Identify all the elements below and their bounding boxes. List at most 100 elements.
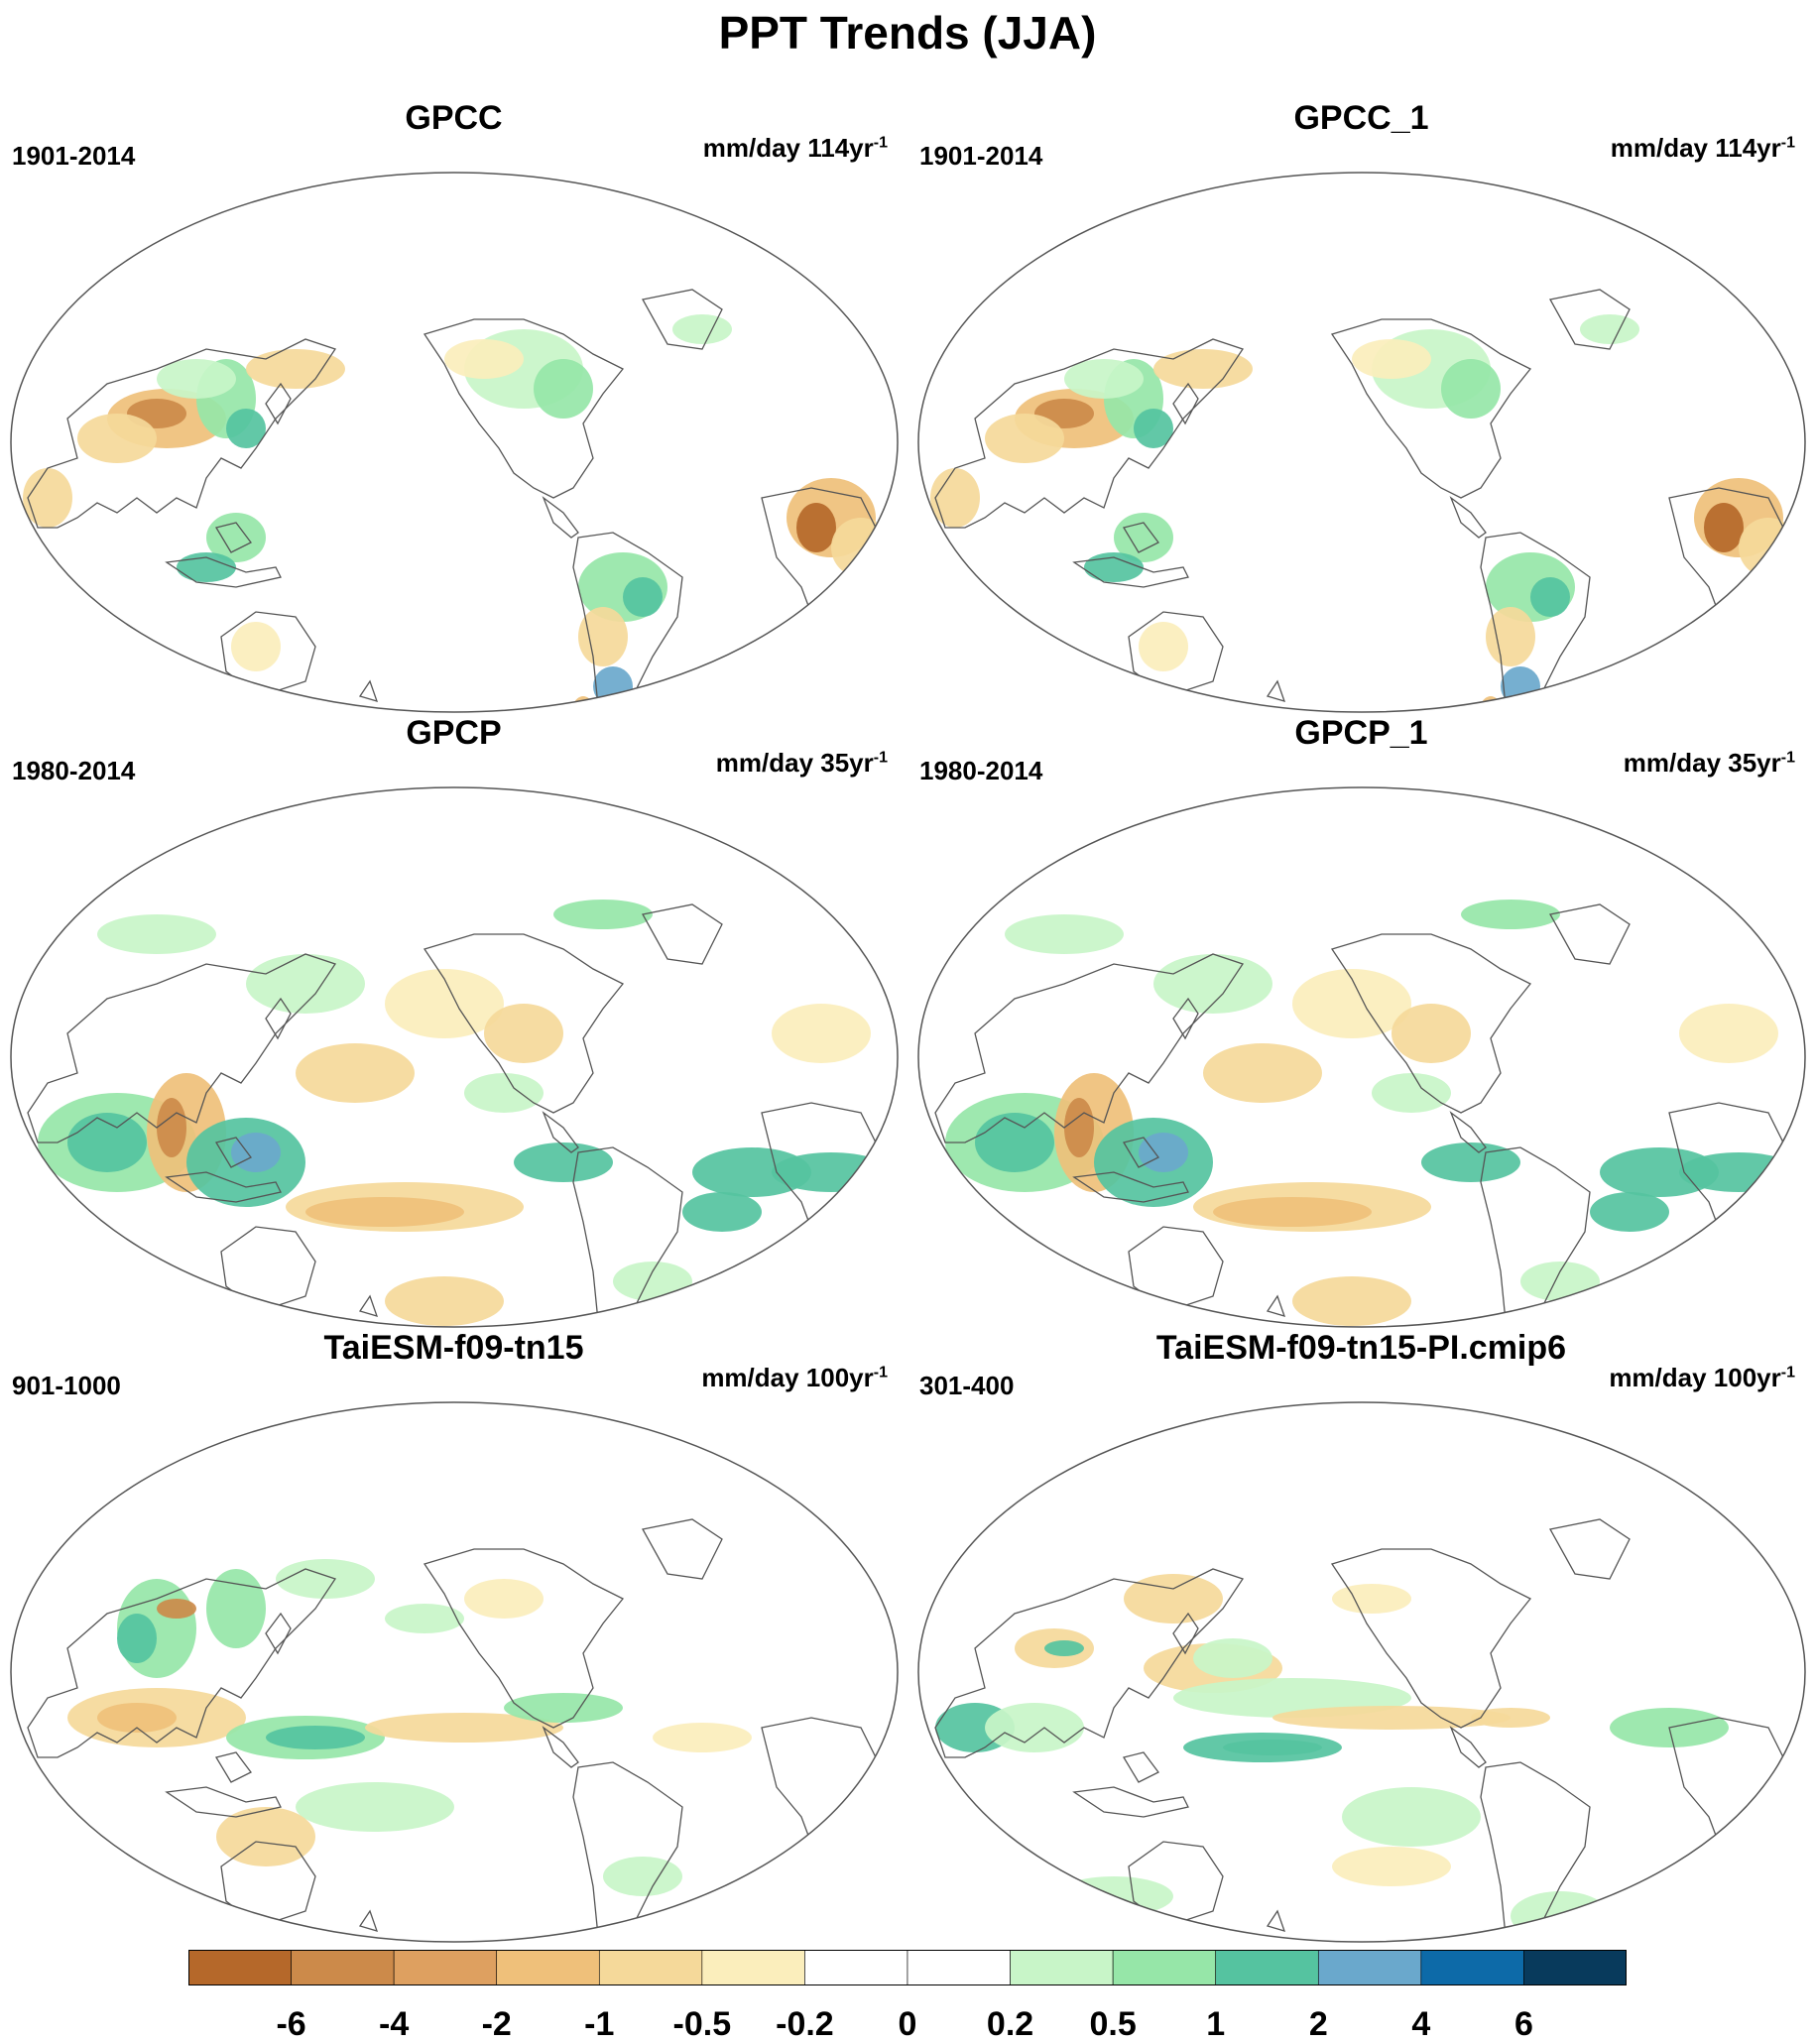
coastline [1548,1518,1631,1580]
colorbar-tick-label: 6 [1513,2005,1533,2043]
anomaly-area [1139,622,1188,671]
coastline [1122,1137,1159,1168]
coastline [165,1786,282,1818]
map-panel: GPCP_1 1980-2014 mm/day 35yr-1 [908,714,1815,1329]
anomaly-area [534,359,593,419]
colorbar-tick-label: -0.2 [776,2005,834,2043]
anomaly-area [1064,1098,1094,1157]
anomaly-area [553,900,653,929]
anomaly-area [1114,513,1173,562]
anomaly-area [985,1703,1084,1752]
coastline [542,496,579,539]
world-map [917,786,1806,1328]
anomaly-area [514,1142,613,1182]
anomaly-area [1471,1708,1550,1728]
anomaly-area [296,1043,415,1103]
anomaly-area [1461,900,1560,929]
anomaly-area [1679,1004,1778,1063]
anomaly-area [305,1197,464,1227]
coastline [358,1909,379,1932]
coastline [934,1568,1245,1758]
coastline [1330,318,1532,499]
colorbar-swatch [496,1950,600,1985]
anomaly-area [1153,954,1272,1014]
coastline [423,933,625,1114]
anomaly-area [97,914,216,954]
coastline [1449,1111,1487,1153]
colorbar-swatch [393,1950,498,1985]
panel-title: GPCP_1 [1294,714,1428,752]
world-map [10,1401,899,1943]
coastline [572,532,683,712]
anomaly-area [266,1726,365,1749]
anomaly-area [1292,1276,1411,1326]
anomaly-area [365,1713,563,1743]
anomaly-area [444,339,524,379]
anomaly-area [296,1782,454,1832]
anomaly-area [464,1579,544,1619]
anomaly-area [1392,1004,1471,1063]
anomaly-area [226,409,266,448]
anomaly-area [1272,1706,1511,1730]
coastline [572,1146,683,1327]
anomaly-area [1193,1638,1272,1678]
panel-period: 1901-2014 [919,141,1043,171]
coastline [1548,903,1631,965]
figure-title: PPT Trends (JJA) [718,7,1097,59]
anomaly-area [206,513,266,562]
map-border [10,172,899,713]
anomaly-area [206,1569,266,1648]
colorbar-swatch [907,1950,1011,1985]
panel-units: mm/day 100yr-1 [701,1363,888,1392]
anomaly-area [246,349,345,389]
anomaly-area [593,666,633,706]
colorbar-swatch [291,1950,395,1985]
panel-units: mm/day 35yr-1 [1623,748,1795,778]
colorbar-tick-label: -0.5 [672,2005,732,2043]
coastline [641,289,723,350]
anomaly-area [385,1276,504,1326]
colorbar-swatch [701,1950,805,1985]
anomaly-area [1511,1891,1610,1941]
anomaly-area [965,1257,1064,1306]
colorbar-swatch [804,1950,908,1985]
anomaly-area [578,607,628,666]
colorbar-swatch [1112,1950,1217,1985]
coastline [1172,382,1199,425]
panel-title: TaiESM-f09-tn15-PI.cmip6 [1155,1329,1567,1367]
anomaly-area [653,1723,752,1752]
anomaly-area [117,1614,157,1663]
colorbar-swatch [598,1950,703,1985]
map-panel: GPCP 1980-2014 mm/day 35yr-1 [0,714,908,1329]
coastline [1072,556,1189,588]
map-border [10,1401,899,1943]
anomaly-area [58,1257,157,1306]
anomaly-area [1679,1152,1798,1192]
anomaly-area [613,1262,692,1301]
colorbar-tick-label: -4 [379,2005,410,2043]
world-map [917,1401,1806,1943]
anomaly-area [1520,1262,1600,1301]
anomaly-area [692,1147,811,1197]
anomaly-area [1580,314,1639,344]
coastline [1172,1612,1199,1655]
coastline [1449,496,1487,539]
anomaly-area [77,414,157,463]
anomaly-area [796,503,836,552]
coastline [265,382,292,425]
coastline [27,338,337,529]
anomaly-area [1501,666,1540,706]
anomaly-area [231,1133,281,1172]
panel-title: GPCC [405,99,503,137]
coastline [1172,997,1199,1040]
anomaly-area [1203,1043,1322,1103]
world-map [917,172,1806,713]
map-border [917,172,1806,713]
coastline [27,1568,337,1758]
anomaly-area [1342,1787,1481,1847]
anomaly-area [1352,339,1431,379]
anomaly-area [18,1896,157,1936]
panel-period: 1980-2014 [919,756,1043,785]
anomaly-area [97,1703,177,1733]
anomaly-area [1213,1197,1372,1227]
